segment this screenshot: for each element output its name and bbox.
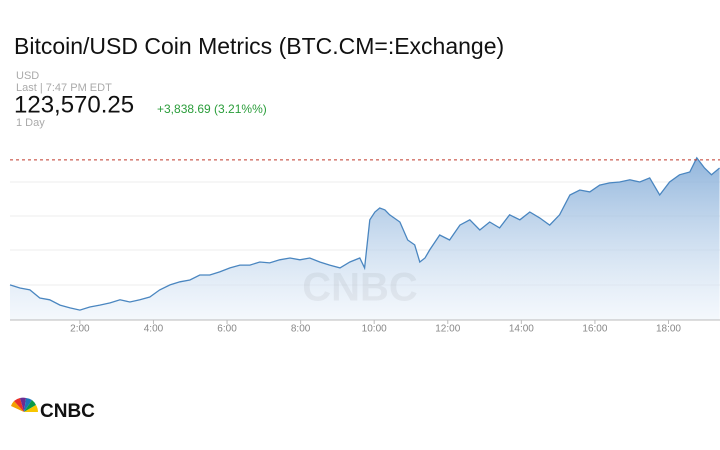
currency: USD xyxy=(16,70,39,82)
x-tick-label: 12:00 xyxy=(435,324,460,335)
area xyxy=(10,157,720,320)
line xyxy=(9,156,720,311)
x-tick-label: 8:00 xyxy=(291,324,311,335)
logo-feather xyxy=(24,400,36,412)
x-tick-label: 16:00 xyxy=(582,324,607,335)
logo-feather xyxy=(20,397,26,412)
brand: CNBC xyxy=(40,401,95,422)
x-tick-label: 10:00 xyxy=(362,324,387,335)
chart-title: Bitcoin/USD Coin Metrics (BTC.CM=:Exchan… xyxy=(14,33,504,59)
x-tick-label: 4:00 xyxy=(144,324,164,335)
x-tick-label: 18:00 xyxy=(656,324,681,335)
period: 1 Day xyxy=(16,117,45,129)
x-tick-label: 14:00 xyxy=(509,324,534,335)
price: 123,570.25 xyxy=(14,91,134,118)
logo-feather xyxy=(24,405,38,412)
x-tick-label: 6:00 xyxy=(217,324,237,335)
x-tick-label: 2:00 xyxy=(70,324,90,335)
last-time: Last | 7:47 PM EDT xyxy=(16,82,112,94)
watermark: CNBC xyxy=(302,266,418,310)
logo-feather xyxy=(11,401,24,412)
logo-feather xyxy=(24,398,32,412)
change: +3,838.69 (3.21%%) xyxy=(157,102,267,116)
logo xyxy=(11,397,38,412)
logo-feather xyxy=(14,398,24,412)
